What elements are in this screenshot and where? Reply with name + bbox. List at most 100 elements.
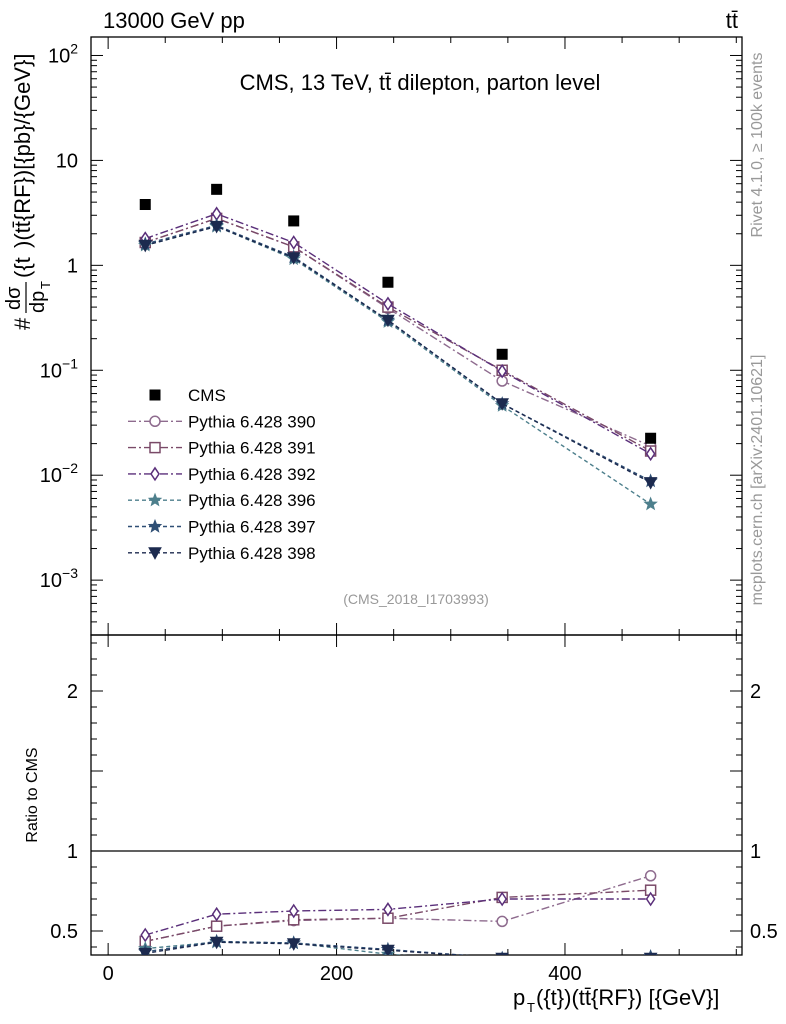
x-tick-label: 400	[548, 963, 581, 985]
legend-marker	[150, 466, 160, 482]
series-point-ratio	[644, 870, 657, 882]
series-point-main	[381, 314, 395, 328]
series-point-ratio	[644, 966, 656, 978]
series-point-ratio	[210, 920, 223, 932]
rivet-label: Rivet 4.1.0, ≥ 100k events	[749, 53, 766, 238]
series-point-ratio	[209, 936, 224, 950]
series-point-ratio	[496, 915, 508, 928]
ratio-panel-frame	[90, 634, 743, 956]
y-tick-label-main: 10	[56, 150, 78, 172]
cms-data-point	[496, 348, 508, 360]
legend-marker	[147, 492, 163, 507]
series-point-main	[286, 252, 301, 265]
svg-text:({t: ({t	[10, 257, 35, 278]
series-point-ratio	[495, 952, 510, 955]
y-tick-label-main: 10−2	[40, 460, 78, 487]
series-point-main	[643, 477, 658, 490]
x-axis-label: p T ({t})(tt̄{RF}) [{GeV}]	[513, 985, 719, 1015]
series-point-ratio	[645, 891, 656, 907]
series-point-ratio	[497, 891, 508, 907]
series-point-ratio	[381, 944, 395, 955]
y-tick-label-ratio: 0.5	[50, 921, 78, 943]
y-axis-label-main: # dσ dp T ({t )(tt̄{RF})[{pb}/{GeV}]	[3, 54, 53, 330]
series-line-main	[145, 213, 651, 455]
legend-label: Pythia 6.428 398	[188, 544, 316, 563]
legend-label: CMS	[188, 386, 226, 405]
svg-text:dp: dp	[27, 291, 49, 313]
series-line-ratio	[145, 889, 651, 943]
x-tick-label: 200	[320, 963, 353, 985]
series-point-main	[288, 235, 299, 250]
series-line-main	[145, 217, 651, 452]
svg-text:({t})(tt̄{RF}) [{GeV}]: ({t})(tt̄{RF}) [{GeV}]	[536, 985, 719, 1010]
series-point-ratio	[288, 903, 299, 919]
y-tick-label-ratio: 1	[67, 841, 78, 863]
legend: CMS Pythia 6.428 390 Pythia 6.428 391 Pythi…	[128, 386, 316, 563]
svg-text:p: p	[513, 985, 525, 1010]
process-label: tt̄	[726, 8, 738, 33]
y-tick-label-ratio: 2	[67, 681, 78, 703]
cms-data-point	[288, 215, 300, 227]
legend-marker	[149, 441, 161, 454]
legend-label: Pythia 6.428 396	[188, 491, 316, 510]
y-axis-label-ratio: Ratio to CMS	[24, 747, 41, 842]
series-point-main	[383, 296, 393, 312]
svg-text:T: T	[527, 1000, 535, 1015]
x-tick-label: 0	[103, 963, 114, 985]
series-point-ratio	[211, 906, 222, 922]
series-point-main	[495, 398, 510, 411]
series-point-ratio	[643, 949, 658, 955]
cms-data-point	[382, 276, 394, 288]
series-point-ratio	[138, 947, 153, 955]
series-point-main	[497, 363, 508, 379]
svg-text:)(tt̄{RF})[{pb}/{GeV}]: )(tt̄{RF})[{pb}/{GeV}]	[10, 54, 35, 248]
legend-marker	[147, 518, 163, 533]
series-point-ratio	[286, 938, 301, 951]
cms-data-point	[211, 183, 223, 195]
y-tick-label-main: 1	[67, 255, 78, 277]
ratio-clip-group	[138, 870, 658, 978]
legend-label: Pythia 6.428 397	[188, 518, 316, 537]
y-tick-label-ratio-right: 2	[750, 681, 761, 703]
svg-text:T: T	[38, 281, 53, 289]
series-point-ratio	[140, 927, 151, 943]
legend-marker	[149, 415, 161, 428]
legend-label: Pythia 6.428 391	[188, 439, 316, 458]
series-point-main	[645, 446, 656, 462]
series-point-main	[643, 496, 658, 511]
legend-marker	[149, 389, 161, 401]
y-tick-label-main: 10−3	[40, 565, 78, 592]
series-point-ratio	[643, 952, 658, 955]
collision-label: 13000 GeV pp	[103, 8, 245, 33]
ratio-series-layer	[138, 870, 658, 978]
cms-data-point	[645, 432, 657, 444]
cms-data-point	[139, 199, 151, 211]
svg-text:dσ: dσ	[3, 286, 25, 310]
ratio-axis-ticks: 0.5 0.5 1 1 2 2	[50, 642, 778, 948]
svg-text:#: #	[10, 317, 35, 330]
series-line-ratio	[145, 941, 408, 955]
legend-label: Pythia 6.428 390	[188, 412, 316, 431]
chart-title: CMS, 13 TeV, tt̄ dilepton, parton level	[240, 70, 601, 95]
series-line-main	[145, 225, 651, 484]
y-tick-label-main: 102	[48, 40, 78, 67]
series-line-ratio	[145, 898, 651, 936]
series-line-main	[145, 225, 651, 505]
series-line-ratio	[145, 941, 467, 955]
series-point-ratio	[496, 957, 508, 969]
legend-marker	[148, 547, 162, 560]
y-tick-label-ratio-right: 0.5	[750, 921, 778, 943]
series-point-main	[138, 239, 153, 253]
legend-label: Pythia 6.428 392	[188, 465, 316, 484]
series-point-ratio	[383, 902, 393, 917]
analysis-id: (CMS_2018_I1703993)	[343, 591, 489, 607]
reference-points	[139, 183, 657, 444]
series-point-main	[209, 220, 224, 234]
series-line-ratio	[145, 940, 470, 955]
y-tick-label-ratio-right: 1	[750, 841, 761, 863]
main-axis-ticks: 10−3 10−2 10−1 1 10 102	[40, 40, 742, 636]
y-tick-label-main: 10−1	[40, 355, 78, 382]
mcplots-label: mcplots.cern.ch [arXiv:2401.10621]	[749, 355, 766, 606]
x-axis-ticks: 0 200 400	[103, 37, 737, 985]
